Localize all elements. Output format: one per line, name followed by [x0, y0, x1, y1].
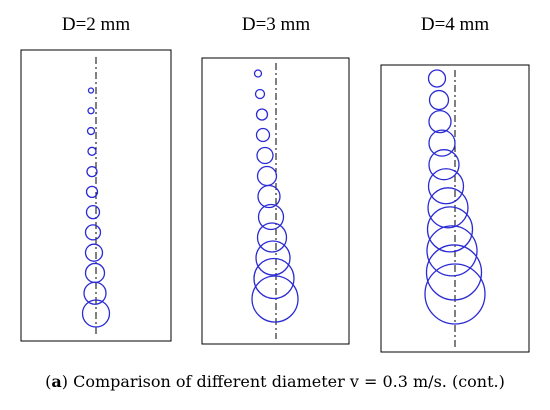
panel-frame	[380, 64, 530, 353]
bubble	[85, 204, 101, 220]
panel-title-d2: D=2 mm	[61, 14, 131, 35]
bubble	[81, 299, 111, 328]
bubble	[424, 263, 486, 325]
bubble	[84, 243, 104, 262]
bubble	[256, 165, 278, 187]
bubble	[257, 184, 281, 209]
bubble	[87, 107, 95, 115]
bubble	[255, 108, 269, 121]
panel-d4	[380, 64, 530, 353]
bubble	[83, 281, 107, 305]
bubble	[428, 89, 450, 111]
bubble-column	[81, 87, 111, 328]
panel-frame	[201, 57, 350, 345]
bubble	[84, 224, 102, 241]
panel-title-d3: D=3 mm	[241, 14, 311, 35]
bubble	[428, 129, 456, 157]
bubble	[84, 262, 106, 284]
bubble	[428, 149, 460, 181]
bubble	[427, 187, 469, 229]
bubble-column	[424, 69, 486, 325]
bubble	[87, 146, 97, 156]
bubble	[428, 109, 452, 134]
bubble	[86, 126, 96, 136]
bubble	[251, 275, 299, 323]
figure-caption: (a) Comparison of different diameter v =…	[45, 372, 505, 391]
panel-d2	[20, 49, 172, 342]
bubble	[427, 69, 447, 88]
bubble	[254, 88, 266, 100]
panel-title-d4: D=4 mm	[420, 14, 490, 35]
bubble	[255, 127, 271, 143]
panel-d3	[201, 57, 350, 345]
panel-frame	[20, 49, 172, 342]
bubble	[256, 222, 288, 253]
caption-text: Comparison of different diameter v = 0.3…	[68, 372, 505, 391]
bubble	[425, 244, 483, 301]
bubble	[255, 240, 291, 276]
bubble	[253, 69, 263, 78]
bubble	[257, 203, 285, 231]
bubble	[87, 87, 95, 94]
bubble	[86, 165, 98, 178]
bubble	[253, 257, 295, 300]
bubble	[426, 206, 474, 253]
bubble	[426, 225, 478, 277]
bubble-column	[251, 69, 299, 323]
bubble	[427, 168, 465, 205]
bubble	[256, 146, 274, 165]
bubble	[85, 185, 99, 199]
caption-label: a	[51, 372, 62, 391]
